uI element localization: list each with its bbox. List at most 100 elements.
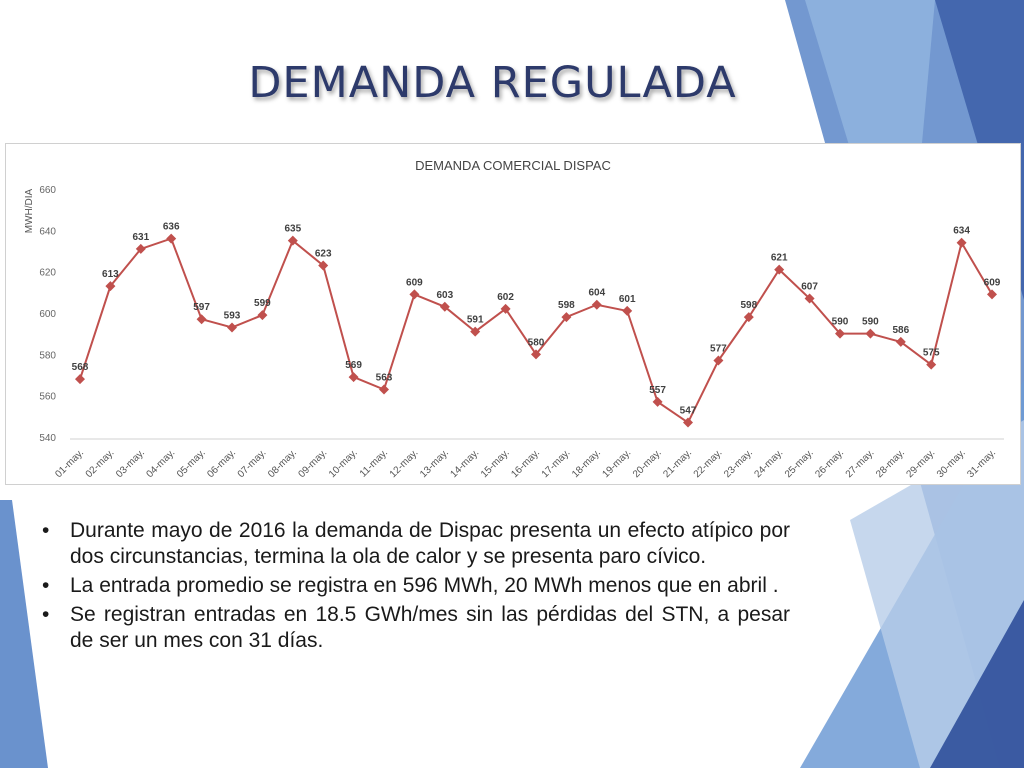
x-tick-label: 15-may.: [479, 447, 512, 480]
data-label: 547: [680, 406, 697, 417]
data-label: 569: [345, 360, 362, 371]
y-tick-label: 600: [39, 309, 56, 320]
y-tick-label: 540: [39, 433, 56, 444]
x-tick-label: 19-may.: [601, 447, 634, 480]
bullet-text: Durante mayo de 2016 la demanda de Dispa…: [70, 519, 790, 568]
data-label: 577: [710, 344, 727, 355]
data-point-marker: [561, 312, 572, 323]
data-point-marker: [227, 322, 237, 333]
data-point-marker: [865, 328, 876, 339]
data-label: 580: [528, 337, 545, 348]
data-point-marker: [622, 305, 633, 316]
data-point-marker: [895, 336, 906, 347]
y-tick-label: 560: [39, 392, 56, 403]
x-tick-label: 03-may.: [114, 447, 147, 480]
data-label: 609: [406, 277, 423, 288]
data-label: 613: [102, 269, 119, 280]
data-point-marker: [652, 396, 663, 407]
data-point-marker: [774, 264, 785, 275]
x-tick-label: 28-may.: [874, 447, 907, 480]
line-chart: DEMANDA COMERCIAL DISPAC MWH/DIA 540 560 580…: [24, 158, 1004, 480]
x-tick-label: 10-may.: [327, 447, 360, 480]
data-point-marker: [835, 328, 845, 339]
data-point-marker: [287, 235, 298, 246]
data-label: 601: [619, 294, 636, 305]
x-tick-label: 05-may.: [175, 447, 208, 480]
data-label: 602: [497, 292, 514, 303]
series-line: [79, 237, 993, 425]
data-label: 631: [132, 232, 149, 243]
data-label: 621: [771, 253, 788, 264]
data-label: 607: [801, 282, 818, 293]
data-label: 603: [436, 290, 453, 301]
bullet-icon: •: [42, 574, 50, 597]
data-point-marker: [500, 303, 511, 314]
data-label: 623: [315, 248, 332, 259]
data-label: 590: [862, 317, 879, 328]
x-tick-label: 31-may.: [965, 447, 998, 480]
data-point-marker: [135, 243, 146, 254]
x-tick-label: 09-may.: [297, 447, 330, 480]
data-label: 563: [376, 372, 393, 383]
y-tick-label: 640: [39, 226, 56, 237]
chart-container: DEMANDA COMERCIAL DISPAC MWH/DIA 540 560 580…: [5, 143, 1021, 485]
data-label: 591: [467, 315, 484, 326]
x-tick-label: 17-may.: [540, 447, 573, 480]
data-point-marker: [409, 289, 420, 300]
chart-title: DEMANDA COMERCIAL DISPAC: [415, 158, 611, 173]
data-label: 599: [254, 298, 271, 309]
data-label: 575: [923, 348, 940, 359]
x-tick-label: 30-may.: [935, 447, 968, 480]
x-tick-label: 07-may.: [236, 447, 269, 480]
x-tick-label: 16-may.: [509, 447, 542, 480]
bullet-item: • Se registran entradas en 18.5 GWh/mes s…: [40, 602, 790, 654]
x-tick-label: 01-may.: [53, 447, 86, 480]
data-point-marker: [439, 301, 450, 312]
y-axis-label: MWH/DIA: [24, 188, 35, 233]
x-tick-label: 20-may.: [631, 447, 664, 480]
data-point-marker: [318, 260, 329, 271]
data-point-marker: [348, 372, 359, 383]
data-point-marker: [956, 237, 967, 248]
bullet-icon: •: [42, 603, 50, 626]
slide-title: DEMANDA REGULADA: [248, 58, 737, 108]
data-point-marker: [105, 281, 116, 292]
data-label: 635: [284, 224, 301, 235]
bullet-text: Se registran entradas en 18.5 GWh/mes si…: [70, 603, 790, 652]
data-point-marker: [166, 233, 177, 244]
x-tick-label: 21-may.: [661, 447, 694, 480]
data-point-marker: [926, 359, 937, 370]
data-label: 590: [832, 317, 849, 328]
decor-shape-bottom-right-3: [930, 600, 1024, 768]
bullet-icon: •: [42, 519, 50, 542]
x-tick-label: 23-may.: [722, 447, 755, 480]
data-label: 568: [72, 362, 89, 373]
y-tick-label: 580: [39, 350, 56, 361]
data-point-marker: [531, 349, 541, 360]
data-label: 598: [740, 300, 757, 311]
data-label: 609: [984, 277, 1001, 288]
data-label: 634: [953, 226, 970, 237]
data-point-marker: [987, 289, 997, 300]
x-tick-label: 22-may.: [692, 447, 725, 480]
decor-shape-left: [0, 500, 48, 768]
x-tick-label: 14-may.: [449, 447, 482, 480]
data-point-marker: [379, 384, 389, 395]
data-point-marker: [257, 310, 268, 321]
y-tick-label: 620: [39, 268, 56, 279]
data-point-marker: [683, 417, 693, 428]
x-tick-label: 08-may.: [266, 447, 299, 480]
data-label: 586: [892, 325, 909, 336]
data-label: 636: [163, 222, 180, 233]
data-point-marker: [713, 355, 724, 366]
data-point-marker: [196, 314, 207, 325]
data-label: 557: [649, 385, 666, 396]
x-tick-label: 18-may.: [570, 447, 603, 480]
y-tick-label: 660: [39, 185, 56, 196]
bullet-item: • Durante mayo de 2016 la demanda de Disp…: [40, 518, 790, 570]
x-tick-label: 27-may.: [844, 447, 877, 480]
bullet-item: • La entrada promedio se registra en 596 …: [40, 573, 790, 599]
x-tick-label: 04-may.: [145, 447, 178, 480]
data-label: 597: [193, 302, 210, 313]
x-tick-label: 13-may.: [418, 447, 451, 480]
